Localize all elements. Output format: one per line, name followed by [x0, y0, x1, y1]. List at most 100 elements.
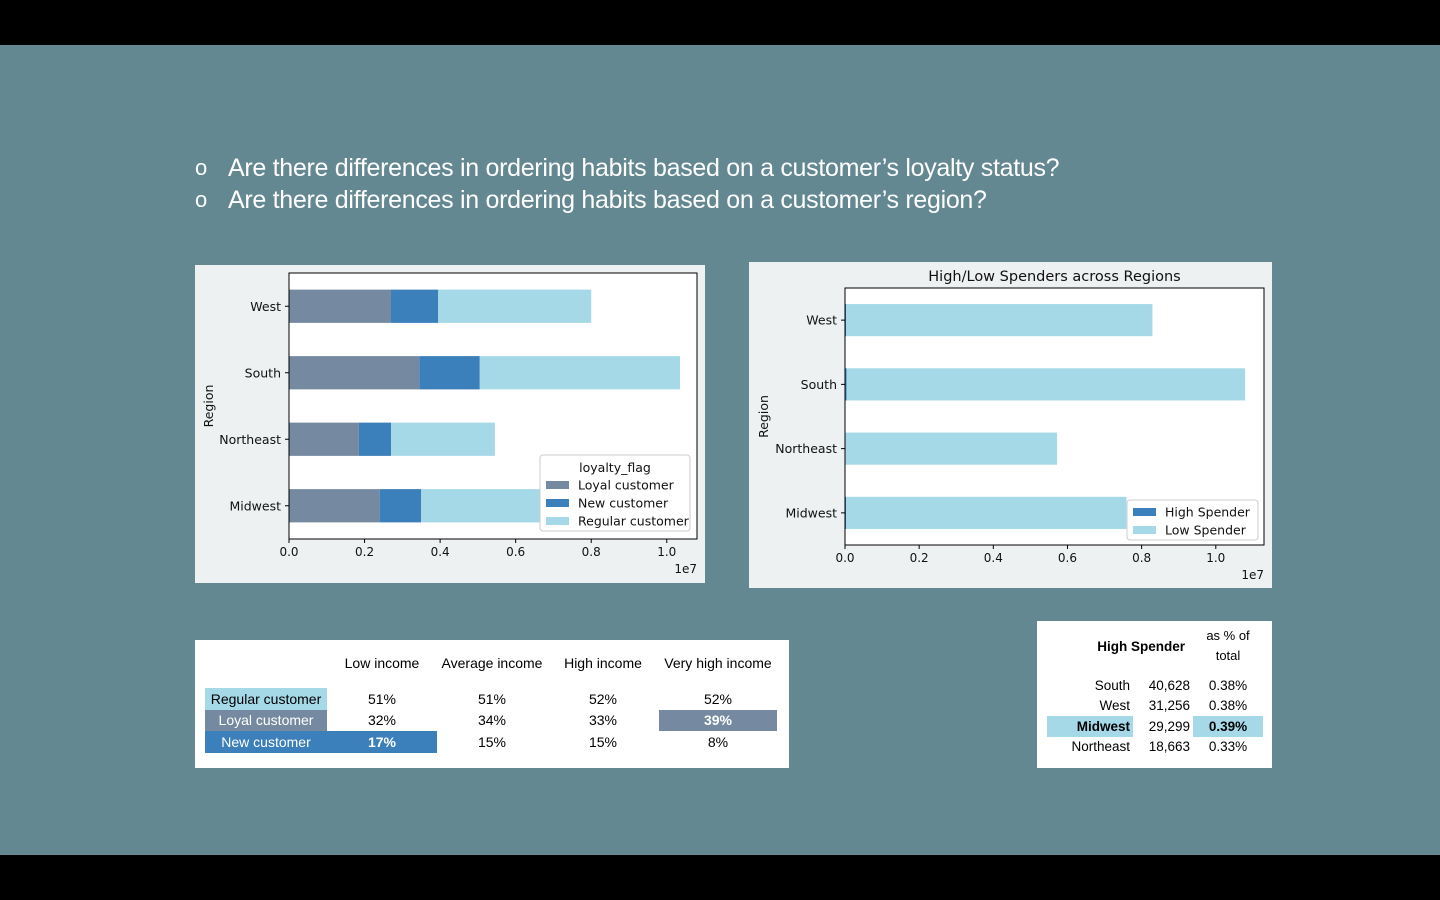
y-tick-label: Northeast: [219, 432, 281, 447]
bullet-item: o Are there differences in ordering habi…: [195, 152, 1295, 184]
x-tick-label: 0.0: [279, 545, 298, 559]
bar-segment: [845, 432, 1058, 465]
bar-segment: [289, 422, 359, 456]
table-row: New customer 17% 15% 15% 8%: [205, 731, 777, 753]
bullet-text: Are there differences in ordering habits…: [228, 185, 987, 214]
highlight-cell: 39%: [659, 709, 777, 731]
x-tick-label: 0.8: [1132, 551, 1151, 565]
spender-chart-panel: High/Low Spenders across Regions Midwest N…: [749, 262, 1272, 588]
income-table-card: Low income Average income High income Ve…: [195, 640, 789, 768]
table-row: Northeast 18,663 0.33%: [1047, 737, 1263, 758]
legend-title: loyalty_flag: [579, 460, 651, 475]
column-header: High Spender: [1097, 638, 1185, 654]
region-cell: Northeast: [1071, 739, 1130, 755]
bullet-marker: o: [195, 187, 207, 212]
bar-segment: [845, 304, 847, 337]
table-cell: 33%: [588, 712, 618, 729]
legend-label: Loyal customer: [578, 478, 675, 493]
pct-cell: 0.33%: [1208, 739, 1248, 755]
chart-title: High/Low Spenders across Regions: [928, 269, 1180, 285]
bar-segment: [289, 356, 420, 390]
loyalty-chart-panel: Midwest Northeast South West 0.0 0.2 0.4 0.6 0.8…: [195, 265, 705, 583]
bullet-item: o Are there differences in ordering habi…: [195, 184, 1295, 216]
spacer-row: [1047, 667, 1263, 675]
pct-cell: 0.38%: [1208, 677, 1248, 693]
bar-segment: [379, 489, 422, 523]
y-tick-label: West: [806, 313, 837, 328]
x-tick-label: 1.0: [1206, 551, 1225, 565]
bullet-marker: o: [195, 155, 207, 180]
table-row: South 40,628 0.38%: [1047, 675, 1263, 696]
legend-label: Low Spender: [1165, 523, 1247, 538]
loyalty-income-table: Low income Average income High income Ve…: [205, 648, 777, 753]
y-tick-label: West: [250, 299, 281, 314]
bar-segment: [358, 422, 391, 456]
legend-box: [539, 454, 691, 532]
x-tick-label: 0.0: [835, 551, 854, 565]
y-tick-label: South: [801, 377, 837, 392]
bullet-list: o Are there differences in ordering habi…: [195, 152, 1295, 216]
x-tick-label: 0.4: [431, 545, 450, 559]
bar-segment: [419, 356, 480, 390]
bullet-text: Are there differences in ordering habits…: [228, 153, 1060, 182]
region-cell: West: [1099, 698, 1130, 714]
header-line: total: [1215, 648, 1241, 663]
table-cell: 52%: [703, 690, 733, 707]
loyalty-by-region-chart: Midwest Northeast South West 0.0 0.2 0.4 0.6 0.8…: [201, 272, 698, 576]
table-header-row: Low income Average income High income Ve…: [205, 648, 777, 678]
x-tick-label: 0.2: [355, 545, 374, 559]
table-header-row: High Spender as % of total: [1047, 625, 1263, 667]
spender-table-card: High Spender as % of total South 40,628 …: [1037, 621, 1272, 768]
pct-cell: 0.38%: [1208, 698, 1248, 714]
y-tick-label: South: [245, 365, 281, 380]
column-header: Average income: [441, 655, 543, 671]
table-row: Loyal customer 32% 34% 33% 39%: [205, 709, 777, 731]
x-tick-label: 0.4: [984, 551, 1003, 565]
legend-swatch: [1133, 508, 1156, 516]
slide: o Are there differences in ordering habi…: [0, 45, 1440, 855]
y-tick-label: Northeast: [775, 441, 837, 456]
table-cell: 15%: [477, 733, 507, 750]
bar-segment: [479, 356, 680, 390]
row-label: Loyal customer: [205, 709, 327, 731]
table-cell: 32%: [367, 712, 397, 729]
legend-label: High Spender: [1165, 505, 1251, 520]
table-cell: 52%: [588, 690, 618, 707]
table-row: Midwest 29,299 0.39%: [1047, 716, 1263, 737]
column-header: High income: [564, 655, 642, 671]
legend-label: Regular customer: [578, 514, 690, 529]
y-axis-label: Region: [756, 395, 771, 438]
count-cell: 29,299: [1148, 718, 1190, 734]
plot-frame: [288, 272, 698, 540]
legend-label: New customer: [578, 496, 669, 511]
spenders-by-region-chart: High/Low Spenders across Regions Midwest N…: [756, 269, 1265, 582]
bar-segment: [289, 489, 380, 523]
y-axis-label: Region: [201, 385, 216, 428]
table-cell: 8%: [707, 733, 729, 750]
bar-segment: [846, 496, 1127, 529]
region-cell: South: [1094, 677, 1130, 693]
x-tick-label: 0.6: [506, 545, 525, 559]
row-label: Regular customer: [205, 688, 327, 710]
table-cell: 34%: [477, 712, 507, 729]
bar-segment: [289, 289, 391, 323]
highlight-cell: 17%: [327, 731, 437, 753]
bar-segment: [391, 289, 439, 323]
table-cell: 51%: [477, 690, 507, 707]
bar-segment: [438, 289, 592, 323]
column-header: Low income: [344, 655, 420, 671]
pct-cell-highlight: 0.39%: [1193, 716, 1263, 737]
legend-swatch: [546, 517, 569, 525]
plot-frame: [844, 287, 1265, 546]
x-offset-label: 1e7: [674, 562, 697, 576]
legend-swatch: [546, 499, 569, 507]
table-cell: 15%: [588, 733, 618, 750]
table-row: West 31,256 0.38%: [1047, 696, 1263, 717]
legend-box: [1126, 499, 1259, 541]
bar-segment: [845, 368, 847, 401]
count-cell: 18,663: [1148, 739, 1190, 755]
table-cell: 51%: [367, 690, 397, 707]
column-header: as % of total: [1193, 625, 1263, 667]
spacer-row: [205, 678, 777, 688]
x-offset-label: 1e7: [1241, 568, 1264, 582]
